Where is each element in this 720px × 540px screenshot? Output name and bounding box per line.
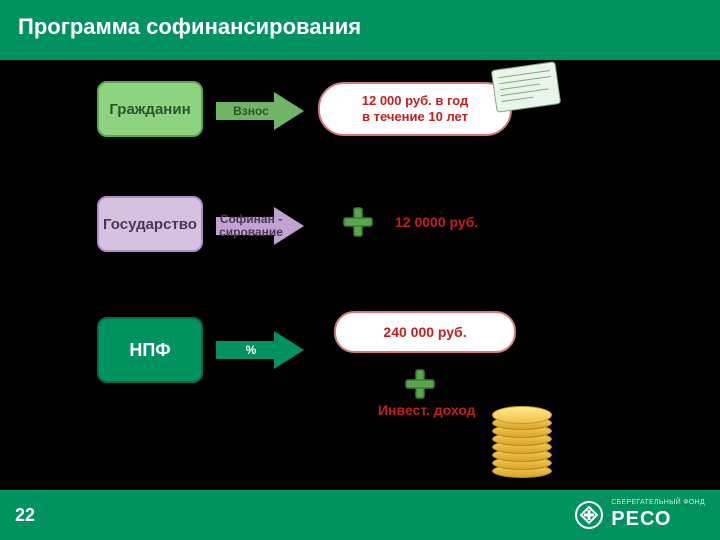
header: Программа софинансирования (0, 0, 720, 60)
arrow-citizen-label: Взнос (222, 102, 280, 120)
logo-mark-icon (575, 501, 603, 529)
page-title: Программа софинансирования (18, 14, 702, 40)
diagram: Гражданин Взнос 12 000 руб. в год в тече… (0, 60, 720, 490)
npf-box: НПФ (97, 317, 203, 383)
citizen-result: 12 000 руб. в год в течение 10 лет (318, 82, 512, 136)
arrow-state-label: Софинан - сирование (222, 217, 280, 235)
citizen-box: Гражданин (97, 81, 203, 137)
page-number: 22 (15, 505, 35, 526)
logo-subtitle: СБЕРЕГАТЕЛЬНЫЙ ФОНД (611, 499, 705, 506)
logo: СБЕРЕГАТЕЛЬНЫЙ ФОНД РЕСО (575, 499, 705, 531)
logo-text: РЕСО (611, 508, 671, 531)
coins-icon (492, 394, 562, 478)
document-icon (489, 59, 563, 114)
npf-invest-label: Инвест. доход (378, 402, 476, 418)
plus-icon (342, 206, 374, 238)
arrow-npf: % (216, 335, 308, 365)
footer: 22 СБЕРЕГАТЕЛЬНЫЙ ФОНД РЕСО (0, 490, 720, 540)
arrow-citizen: Взнос (216, 96, 308, 126)
slide: Программа софинансирования Гражданин Взн… (0, 0, 720, 540)
arrow-state: Софинан - сирование (216, 211, 308, 241)
arrow-npf-label: % (222, 341, 280, 359)
state-box: Государство (97, 196, 203, 252)
plus-icon (404, 368, 436, 400)
state-result: 12 0000 руб. (395, 214, 478, 230)
npf-sum: 240 000 руб. (334, 311, 516, 353)
